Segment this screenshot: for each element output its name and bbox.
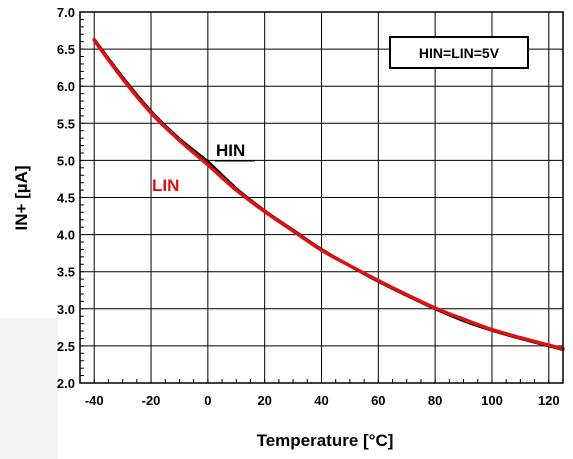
y-tick-label: 6.5 <box>57 42 75 57</box>
annotation-hin-text: HIN <box>216 141 245 160</box>
y-tick-label: 2.0 <box>57 376 75 391</box>
annotation-hin: HIN <box>215 141 255 162</box>
x-tick-label: 20 <box>257 393 271 408</box>
y-tick-label: 7.0 <box>57 5 75 20</box>
plot-frame <box>79 11 564 384</box>
x-tick-labels: -40 -20 0 20 40 60 80 100 120 <box>85 393 560 408</box>
x-tick-label: 120 <box>538 393 560 408</box>
x-axis-title: Temperature [°C] <box>257 431 394 450</box>
y-tick-label: 3.5 <box>57 265 75 280</box>
y-tick-label: 6.0 <box>57 79 75 94</box>
y-tick-labels: 2.0 2.5 3.0 3.5 4.0 4.5 5.0 5.5 6.0 6.5 7.0 <box>57 5 75 391</box>
x-tick-label: -20 <box>142 393 161 408</box>
x-tick-label: 40 <box>314 393 328 408</box>
annotation-lin-text: LIN <box>152 176 179 195</box>
y-tick-label: 4.5 <box>57 191 75 206</box>
y-tick-label: 5.0 <box>57 153 75 168</box>
y-tick-label: 4.0 <box>57 228 75 243</box>
y-tick-label: 2.5 <box>57 339 75 354</box>
x-tick-label: 100 <box>481 393 503 408</box>
background-strip <box>0 318 58 459</box>
series-layer <box>92 37 565 352</box>
x-tick-label: -40 <box>85 393 104 408</box>
legend-box: HIN=LIN=5V <box>389 36 529 69</box>
legend-box-text: HIN=LIN=5V <box>419 45 500 61</box>
y-axis-title: IN+ [µA] <box>12 165 31 230</box>
series-line-lin <box>92 38 565 351</box>
x-tick-label: 0 <box>204 393 211 408</box>
x-tick-label: 80 <box>428 393 442 408</box>
legend-box-frame <box>389 36 529 69</box>
y-tick-label: 5.5 <box>57 116 75 131</box>
y-tick-label: 3.0 <box>57 302 75 317</box>
x-tick-label: 60 <box>371 393 385 408</box>
